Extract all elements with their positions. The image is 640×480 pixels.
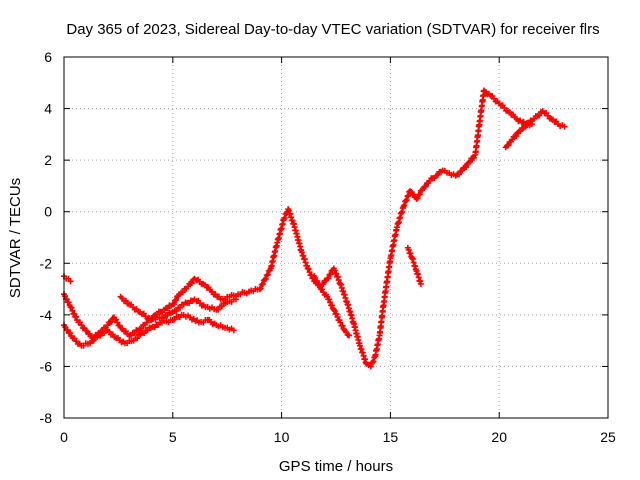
data-point (561, 123, 568, 130)
data-point-fill (513, 133, 520, 140)
y-tick-label: -2 (40, 255, 53, 271)
y-axis-label: SDTVAR / TECUs (7, 178, 24, 298)
data-point-fill (281, 214, 288, 221)
data-point-fill (73, 313, 80, 320)
data-point-fill (331, 307, 338, 314)
data-point-fill (62, 324, 69, 331)
x-tick-label: 10 (274, 429, 290, 445)
data-point-fill (414, 195, 421, 202)
data-point-fill (407, 250, 414, 257)
x-tick-label: 5 (169, 429, 177, 445)
y-tick-label: 2 (44, 152, 52, 168)
data-point-fill (173, 296, 180, 303)
data-point-fill (467, 158, 474, 165)
data-point-fill (326, 296, 333, 303)
data-points (61, 87, 568, 370)
data-point-fill (218, 303, 225, 310)
data-point-fill (339, 322, 346, 329)
data-point-fill (403, 197, 410, 204)
data-point-fill (505, 142, 512, 149)
data-point-fill (69, 307, 76, 314)
data-point-fill (64, 327, 71, 334)
data-point (528, 121, 535, 128)
data-point-fill (67, 330, 74, 337)
data-point-fill (314, 278, 321, 285)
plot-frame (63, 56, 609, 419)
data-point-fill (215, 306, 222, 313)
y-tick-label: 6 (44, 49, 52, 65)
y-tick-label: -6 (40, 358, 53, 374)
grid (64, 57, 608, 418)
data-point-fill (65, 299, 72, 306)
data-point-fill (517, 128, 524, 135)
data-point-fill (331, 267, 338, 274)
data-point-fill (369, 359, 376, 366)
data-point-fill (333, 270, 340, 277)
data-point-fill (536, 112, 543, 119)
x-tick-label: 25 (600, 429, 616, 445)
data-point-fill (434, 171, 441, 178)
x-tick-label: 20 (491, 429, 507, 445)
data-point-fill (455, 171, 462, 178)
x-tick-label: 0 (60, 429, 68, 445)
data-point-fill (315, 281, 322, 288)
data-point-fill (170, 301, 177, 308)
data-point-fill (179, 289, 186, 296)
data-point-fill (63, 296, 70, 303)
data-point-fill (108, 318, 115, 325)
data-point (346, 332, 353, 339)
data-point-fill (306, 269, 313, 276)
data-point-fill (463, 164, 470, 171)
data-point-fill (188, 280, 195, 287)
data-point-fill (90, 337, 97, 344)
data-point-fill (405, 246, 412, 253)
data-point-fill (325, 275, 332, 282)
data-point-fill (68, 304, 75, 311)
y-tick-label: -4 (40, 307, 53, 323)
data-point-fill (257, 285, 264, 292)
data-point (417, 280, 424, 287)
data-point-fill (61, 293, 68, 300)
data-point-fill (312, 275, 319, 282)
data-point (232, 296, 239, 303)
data-point-fill (416, 191, 423, 198)
axis-ticks: 0 5 10 15 20 25 -8 -6 -4 -2 0 2 4 6 (40, 49, 616, 445)
data-point (230, 327, 237, 334)
data-point-fill (305, 266, 312, 273)
data-point-fill (113, 316, 120, 323)
data-point-fill (334, 314, 341, 321)
data-point (367, 363, 374, 370)
data-point-fill (335, 277, 342, 284)
data-point (337, 319, 344, 326)
data-point-fill (328, 302, 335, 309)
data-point (67, 278, 74, 285)
chart-title: Day 365 of 2023, Sidereal Day-to-day VTE… (66, 21, 599, 38)
y-tick-label: 0 (44, 204, 52, 220)
data-point-fill (422, 183, 429, 190)
data-point-fill (327, 299, 334, 306)
data-point-fill (370, 358, 377, 365)
data-point-fill (138, 325, 145, 332)
y-tick-label: 4 (44, 101, 52, 117)
data-point-fill (401, 202, 408, 209)
x-axis-label: GPS time / hours (279, 458, 393, 475)
data-point-fill (262, 276, 269, 283)
data-point-fill (173, 307, 180, 314)
data-point-fill (177, 304, 184, 311)
x-tick-label: 15 (383, 429, 399, 445)
y-tick-label: -8 (40, 410, 53, 426)
data-point-fill (333, 311, 340, 318)
data-point-fill (134, 335, 141, 342)
data-point-fill (264, 271, 271, 278)
data-point-fill (71, 310, 78, 317)
data-point-fill (334, 273, 341, 280)
data-point-fill (259, 281, 266, 288)
